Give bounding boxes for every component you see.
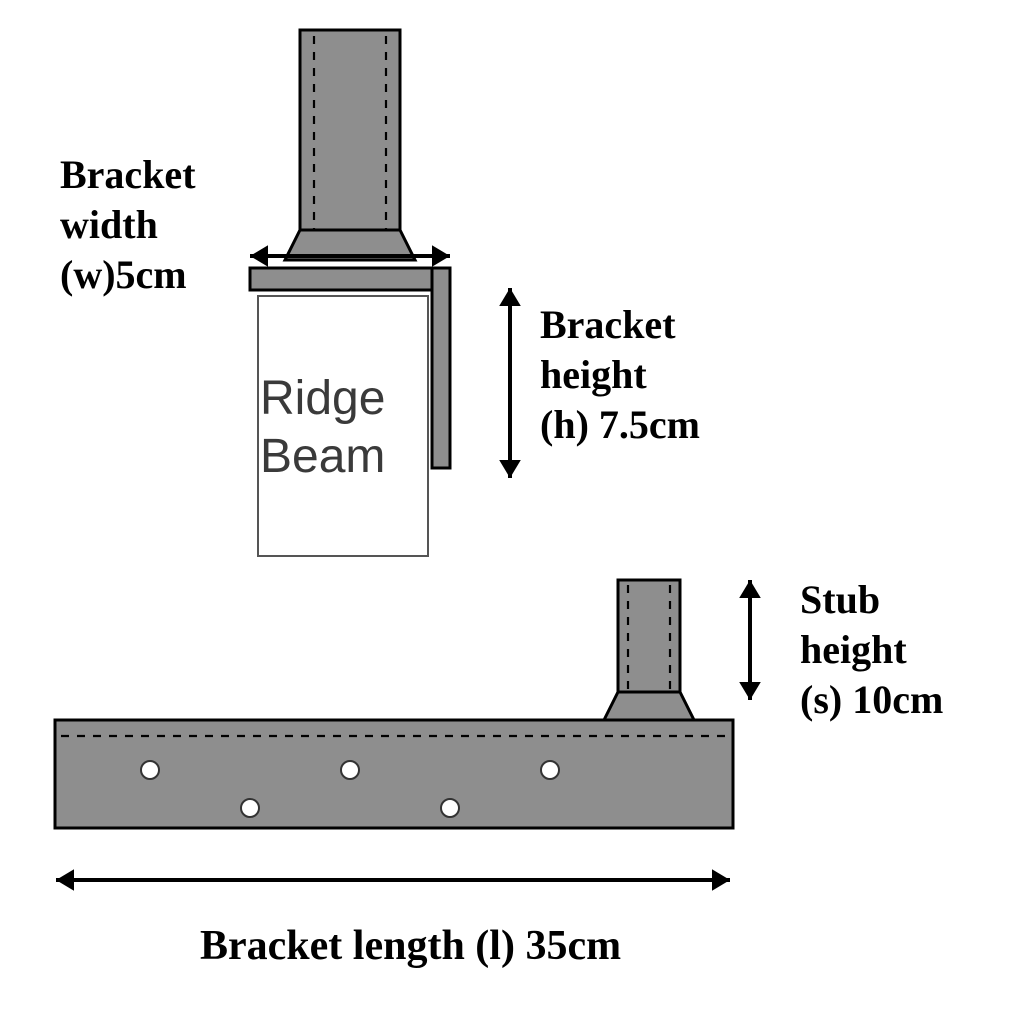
label-bracket-width: Bracketwidth(w)5cm: [60, 150, 196, 300]
label-bracket-length: Bracket length (l) 35cm: [200, 920, 621, 973]
label-stub-height: Stubheight(s) 10cm: [800, 575, 943, 725]
label-bracket-height: Bracketheight(h) 7.5cm: [540, 300, 700, 450]
label-ridge-beam: RidgeBeam: [260, 370, 385, 485]
